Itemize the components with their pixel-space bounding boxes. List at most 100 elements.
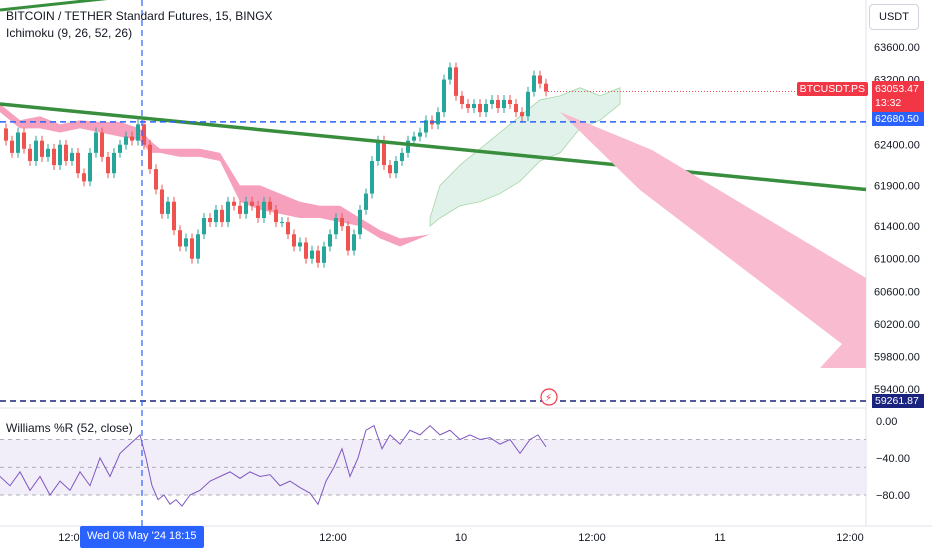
candle-body bbox=[394, 161, 398, 174]
candle-body bbox=[526, 91, 530, 117]
time-tick-label: 11 bbox=[714, 532, 725, 544]
candle-body bbox=[286, 222, 290, 235]
williams-tick-label: −40.00 bbox=[876, 453, 910, 465]
candle-body bbox=[496, 99, 500, 109]
candle-body bbox=[118, 144, 122, 153]
candle-body bbox=[382, 140, 386, 166]
time-tick-label: 12:00 bbox=[319, 532, 347, 544]
candle-body bbox=[376, 140, 380, 161]
candle-body bbox=[214, 209, 218, 223]
price-tick-label: 59400.00 bbox=[874, 384, 920, 396]
last-price-label: 63053.47 13:32 bbox=[872, 81, 924, 113]
hline-price-label: 62680.50 bbox=[872, 112, 924, 126]
candle-body bbox=[160, 189, 164, 214]
candle-body bbox=[316, 250, 320, 263]
candle-body bbox=[94, 132, 98, 153]
candle-body bbox=[514, 104, 518, 113]
candle-body bbox=[538, 75, 542, 84]
projection-arrow bbox=[560, 112, 866, 368]
candle-body bbox=[220, 209, 224, 223]
williams-line bbox=[0, 424, 547, 507]
price-tick-label: 60600.00 bbox=[874, 286, 920, 298]
candle-body bbox=[442, 79, 446, 113]
williams-legend[interactable]: Williams %R (52, close) bbox=[6, 421, 133, 435]
candle-body bbox=[322, 246, 326, 263]
candle-body bbox=[34, 140, 38, 161]
candle-body bbox=[418, 132, 422, 137]
candle-body bbox=[268, 201, 272, 210]
candle-body bbox=[52, 148, 56, 166]
price-tick-label: 61900.00 bbox=[874, 180, 920, 192]
candle-body bbox=[40, 140, 44, 157]
candle-body bbox=[502, 99, 506, 109]
candle-body bbox=[508, 99, 512, 104]
price-tick-label: 63600.00 bbox=[874, 42, 920, 54]
candle-body bbox=[250, 201, 254, 206]
time-tick-label: 12:00 bbox=[58, 532, 86, 544]
price-tick-label: 59800.00 bbox=[874, 351, 920, 363]
chart-title: BITCOIN / TETHER Standard Futures, 15, B… bbox=[6, 9, 273, 23]
candle-body bbox=[16, 132, 20, 153]
candle-body bbox=[436, 112, 440, 125]
crosshair-time-label: Wed 08 May '24 18:15 bbox=[80, 526, 204, 548]
candle-body bbox=[28, 148, 32, 161]
candle-body bbox=[346, 226, 350, 251]
candle-body bbox=[388, 165, 392, 174]
candle-body bbox=[46, 148, 50, 157]
candle-body bbox=[400, 152, 404, 161]
candle-body bbox=[208, 218, 212, 223]
candle-body bbox=[124, 136, 128, 145]
candle-body bbox=[520, 112, 524, 117]
candle-body bbox=[484, 104, 488, 113]
williams-tick-label: 0.00 bbox=[876, 416, 897, 428]
candle-body bbox=[148, 144, 152, 170]
time-tick-label: 12:00 bbox=[836, 532, 864, 544]
last-price-value: 63053.47 bbox=[875, 83, 919, 95]
candle-body bbox=[112, 152, 116, 174]
price-tick-label: 62400.00 bbox=[874, 140, 920, 152]
candle-body bbox=[406, 140, 410, 153]
candle-body bbox=[328, 234, 332, 247]
candle-body bbox=[454, 67, 458, 96]
candle-body bbox=[76, 152, 80, 174]
lightning-icon: ⚡ bbox=[545, 393, 552, 404]
ichimoku-legend[interactable]: Ichimoku (9, 26, 52, 26) bbox=[6, 26, 133, 40]
currency-button[interactable]: USDT bbox=[869, 4, 919, 30]
candle-body bbox=[304, 242, 308, 259]
candle-body bbox=[166, 201, 170, 214]
candle-body bbox=[244, 201, 248, 214]
candle-body bbox=[358, 209, 362, 235]
candle-body bbox=[184, 238, 188, 247]
price-tick-label: 61000.00 bbox=[874, 254, 920, 266]
candle-body bbox=[136, 124, 140, 141]
candle-body bbox=[70, 152, 74, 161]
time-tick-label: 10 bbox=[455, 532, 467, 544]
candle-body bbox=[334, 218, 338, 235]
candle-body bbox=[280, 222, 284, 224]
candle-body bbox=[232, 201, 236, 206]
candle-body bbox=[130, 136, 134, 141]
candle-body bbox=[196, 234, 200, 259]
symbol-label: BTCUSDT.PS bbox=[796, 82, 868, 96]
candle-body bbox=[172, 201, 176, 231]
candle-body bbox=[352, 234, 356, 251]
candle-body bbox=[532, 75, 536, 92]
candle-body bbox=[226, 201, 230, 223]
candle-body bbox=[364, 193, 368, 210]
candle-body bbox=[238, 205, 242, 214]
candle-body bbox=[490, 99, 494, 104]
williams-tick-label: −80.00 bbox=[876, 490, 910, 502]
candle-body bbox=[100, 132, 104, 157]
candle-body bbox=[370, 161, 374, 194]
candle-body bbox=[298, 242, 302, 247]
candle-body bbox=[82, 173, 86, 182]
candle-body bbox=[478, 104, 482, 113]
candle-body bbox=[64, 144, 68, 161]
candle-body bbox=[58, 144, 62, 166]
trend-line bbox=[0, 102, 867, 192]
candle-body bbox=[292, 234, 296, 247]
crosshair-price-label: 59261.87 bbox=[872, 394, 924, 408]
candle-body bbox=[274, 209, 278, 223]
candle-body bbox=[190, 238, 194, 259]
